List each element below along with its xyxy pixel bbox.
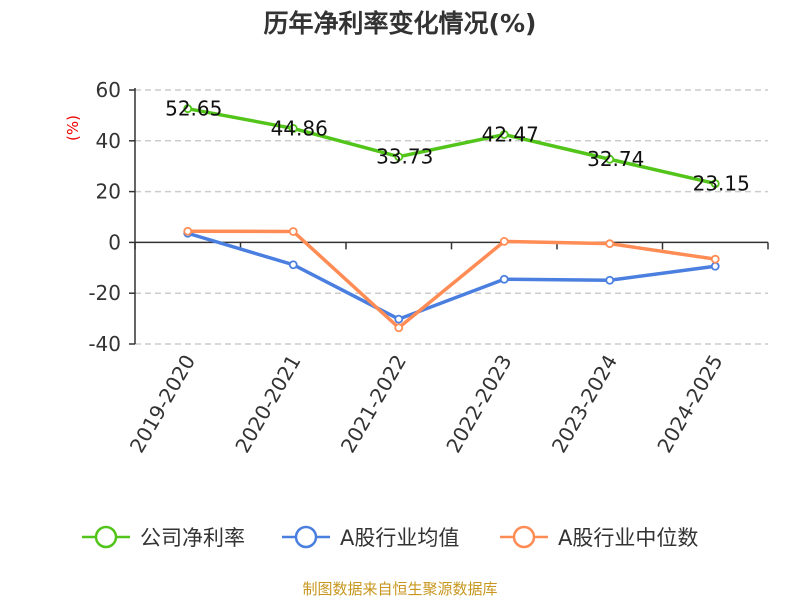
- data-point: [499, 236, 509, 246]
- data-point: [394, 323, 404, 333]
- data-point: [710, 179, 720, 188]
- data-point: [605, 154, 615, 164]
- y-tick-label: 0: [108, 230, 121, 254]
- data-label: 32.74: [587, 147, 644, 171]
- series-line-0: [187, 106, 716, 186]
- data-point: [605, 275, 615, 285]
- y-tick-label: 20: [96, 180, 121, 204]
- data-point: [710, 254, 720, 264]
- data-label: 52.65: [165, 97, 222, 121]
- series-line-1: [187, 231, 716, 322]
- source-note: 制图数据来自恒生聚源数据库: [302, 580, 498, 598]
- x-tick-label: 2019-2020: [125, 351, 200, 457]
- legend-marker: [294, 525, 318, 549]
- x-tick-label: 2022-2023: [441, 351, 516, 457]
- data-label: 33.73: [376, 145, 433, 169]
- x-tick-label: 2020-2021: [230, 351, 305, 457]
- data-point: [710, 261, 720, 271]
- y-tick-label: 60: [96, 78, 121, 102]
- x-tick-label: 2021-2022: [336, 351, 411, 457]
- data-label: 23.15: [693, 172, 750, 196]
- data-point: [183, 226, 193, 236]
- data-point: [288, 227, 298, 236]
- x-tick-label: 2023-2024: [547, 351, 622, 457]
- data-point: [288, 260, 298, 270]
- y-tick-label: 40: [96, 129, 121, 153]
- legend-label: A股行业中位数: [558, 526, 698, 550]
- legend-label: A股行业均值: [340, 526, 459, 550]
- chart-title: 历年净利率变化情况(%): [263, 9, 537, 38]
- data-label: 44.86: [271, 116, 328, 140]
- data-point: [394, 314, 404, 324]
- data-point: [183, 104, 193, 114]
- y-tick-label: -20: [88, 281, 121, 305]
- legend-marker: [512, 525, 536, 549]
- data-point: [394, 152, 404, 162]
- data-point: [499, 130, 509, 139]
- y-tick-label: -40: [88, 332, 121, 356]
- y-axis-label: (%): [64, 115, 82, 141]
- data-label: 42.47: [482, 123, 539, 147]
- data-point: [605, 239, 615, 249]
- legend-marker: [94, 525, 118, 549]
- series-line-2: [187, 229, 716, 331]
- data-point: [288, 124, 298, 133]
- legend-label: 公司净利率: [140, 526, 245, 550]
- data-point: [499, 274, 509, 284]
- x-tick-label: 2024-2025: [652, 351, 727, 457]
